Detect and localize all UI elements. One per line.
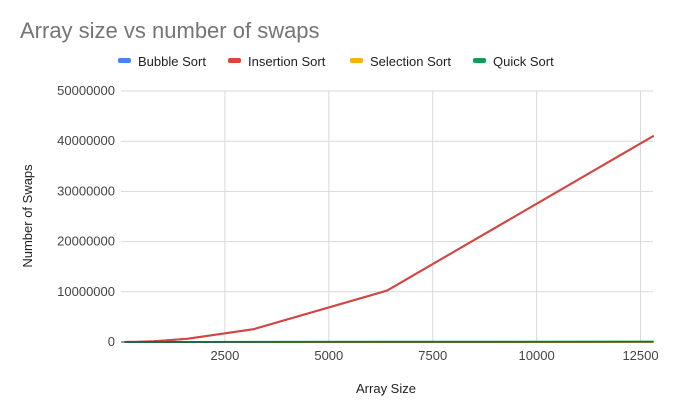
legend-swatch-quick-sort: [473, 58, 486, 63]
y-tick-label: 10000000: [57, 284, 115, 299]
series-lines: [124, 135, 654, 343]
y-tick-label: 50000000: [57, 83, 115, 98]
legend-label-bubble-sort: Bubble Sort: [138, 54, 206, 69]
legend-label-insertion-sort: Insertion Sort: [248, 54, 326, 69]
x-tick-label: 5000: [314, 348, 343, 363]
x-tick-label: 2500: [210, 348, 239, 363]
legend-swatch-bubble-sort: [118, 58, 131, 63]
series-line-insertion-sort: [124, 135, 654, 343]
y-tick-label: 20000000: [57, 234, 115, 249]
x-tick-label: 10000: [519, 348, 555, 363]
y-tick-label: 30000000: [57, 183, 115, 198]
legend-swatch-insertion-sort: [228, 58, 241, 63]
legend: Bubble Sort Insertion Sort Selection Sort Q…: [118, 54, 554, 69]
x-tick-label: 12500: [622, 348, 658, 363]
y-axis-label: Number of Swaps: [20, 164, 35, 268]
y-tick-label: 40000000: [57, 133, 115, 148]
y-tick-label: 0: [108, 334, 115, 349]
x-axis-label: Array Size: [356, 381, 416, 396]
legend-swatch-selection-sort: [350, 58, 363, 63]
legend-label-selection-sort: Selection Sort: [370, 54, 451, 69]
series-line-bubble-sort: [124, 135, 654, 343]
axes: 0 10000000 20000000 30000000 40000000 5000000…: [57, 83, 658, 363]
gridlines: [121, 90, 653, 342]
x-tick-label: 7500: [418, 348, 447, 363]
chart-title: Array size vs number of swaps: [20, 18, 320, 43]
legend-label-quick-sort: Quick Sort: [493, 54, 554, 69]
